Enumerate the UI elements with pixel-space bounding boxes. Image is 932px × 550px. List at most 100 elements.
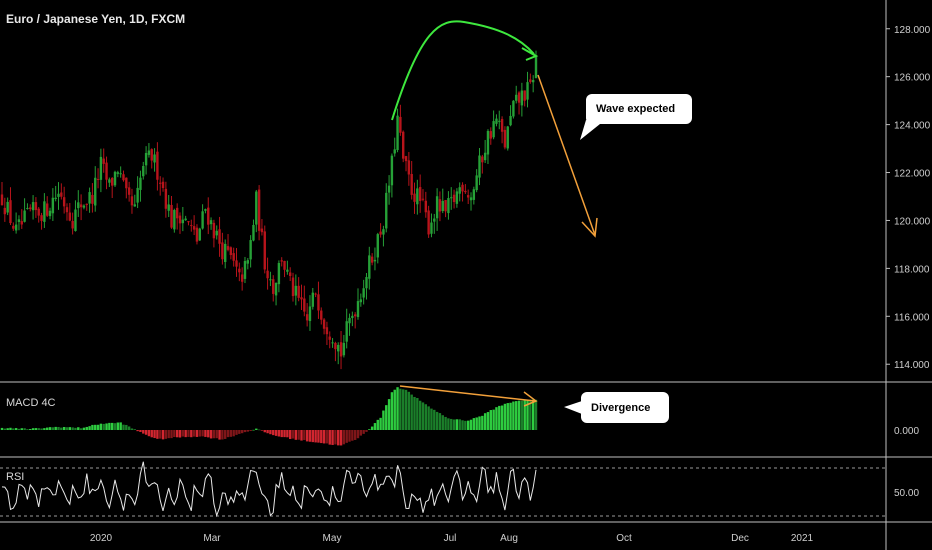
- macd-bar: [523, 400, 526, 430]
- candle: [116, 170, 120, 178]
- candle: [500, 116, 504, 144]
- candle: [305, 303, 309, 327]
- candle: [153, 148, 156, 172]
- candle: [322, 318, 326, 335]
- candle: [308, 295, 312, 331]
- candle: [6, 197, 9, 216]
- candle: [376, 232, 379, 264]
- candle: [334, 341, 337, 362]
- macd-bar: [127, 426, 131, 430]
- candle: [195, 224, 199, 245]
- macd-bar: [29, 429, 32, 430]
- macd-bar: [85, 426, 88, 430]
- candle: [99, 148, 103, 193]
- macd-bar: [509, 402, 512, 430]
- candle: [447, 191, 450, 220]
- macd-bar: [365, 430, 368, 432]
- candle: [512, 100, 515, 119]
- candle: [229, 246, 233, 260]
- candle: [303, 285, 306, 317]
- macd-bar: [466, 420, 470, 430]
- candle: [212, 219, 216, 248]
- macd-bar: [82, 427, 86, 430]
- candle: [320, 307, 323, 325]
- macd-bar: [339, 430, 343, 446]
- candle: [226, 234, 230, 252]
- macd-bar: [130, 428, 134, 430]
- candle: [461, 182, 464, 202]
- macd-bar: [526, 399, 529, 430]
- candle: [37, 207, 40, 223]
- macd-bar: [175, 430, 179, 438]
- candle: [60, 183, 63, 200]
- candle: [469, 192, 473, 211]
- macd-bar: [6, 428, 9, 430]
- macd-bar: [404, 389, 408, 430]
- candle: [190, 219, 193, 232]
- candle: [345, 308, 348, 349]
- candle: [240, 267, 244, 291]
- candle: [481, 154, 484, 174]
- macd-bar: [461, 420, 464, 430]
- macd-bar: [207, 430, 210, 438]
- candle: [14, 212, 18, 234]
- macd-bar: [23, 428, 26, 430]
- macd-bar: [34, 428, 38, 430]
- macd-bar: [272, 430, 275, 436]
- macd-bar: [243, 430, 247, 433]
- candle: [421, 189, 425, 202]
- price-tick-label: 126.000: [894, 73, 931, 84]
- candle: [272, 275, 275, 302]
- macd-bar: [512, 401, 515, 430]
- macd-bar: [65, 427, 69, 430]
- macd-bar: [54, 426, 57, 430]
- macd-bar: [14, 428, 18, 430]
- candle: [238, 262, 241, 282]
- macd-bar: [376, 419, 379, 430]
- candle: [85, 203, 88, 211]
- candle: [520, 82, 524, 117]
- candle: [286, 260, 289, 275]
- candle: [368, 246, 371, 290]
- macd-bar: [74, 427, 77, 430]
- candle: [102, 148, 105, 173]
- candle: [235, 248, 238, 277]
- macd-bar: [472, 418, 476, 430]
- candle: [370, 253, 374, 266]
- macd-bar: [238, 430, 241, 434]
- macd-bar: [291, 430, 295, 439]
- macd-bar: [370, 426, 374, 430]
- macd-bar: [88, 426, 91, 430]
- macd-bar: [181, 430, 185, 437]
- candle: [441, 188, 444, 214]
- macd-bar: [187, 430, 190, 437]
- macd-bar: [402, 389, 405, 430]
- candle: [34, 197, 38, 218]
- candle: [339, 331, 343, 370]
- macd-bar: [178, 430, 182, 438]
- macd-pane: [0, 387, 538, 446]
- candle: [466, 189, 470, 205]
- macd-bar: [500, 405, 504, 430]
- macd-bar: [221, 430, 224, 440]
- macd-bar: [159, 430, 162, 439]
- candle: [207, 197, 210, 235]
- macd-bar: [450, 418, 453, 430]
- macd-bar: [133, 429, 136, 430]
- time-axis-label: Dec: [731, 533, 749, 544]
- candle: [393, 137, 396, 157]
- macd-bar: [379, 417, 382, 430]
- macd-bar: [209, 430, 213, 439]
- candle: [517, 91, 521, 115]
- macd-bar: [77, 427, 80, 430]
- candle: [130, 188, 134, 214]
- macd-bar: [139, 430, 142, 432]
- macd-bar: [288, 430, 292, 440]
- macd-bar: [308, 430, 312, 442]
- macd-bar: [249, 430, 252, 431]
- candle: [283, 260, 286, 278]
- candle: [498, 110, 501, 130]
- candle: [105, 156, 108, 190]
- candle: [472, 186, 476, 205]
